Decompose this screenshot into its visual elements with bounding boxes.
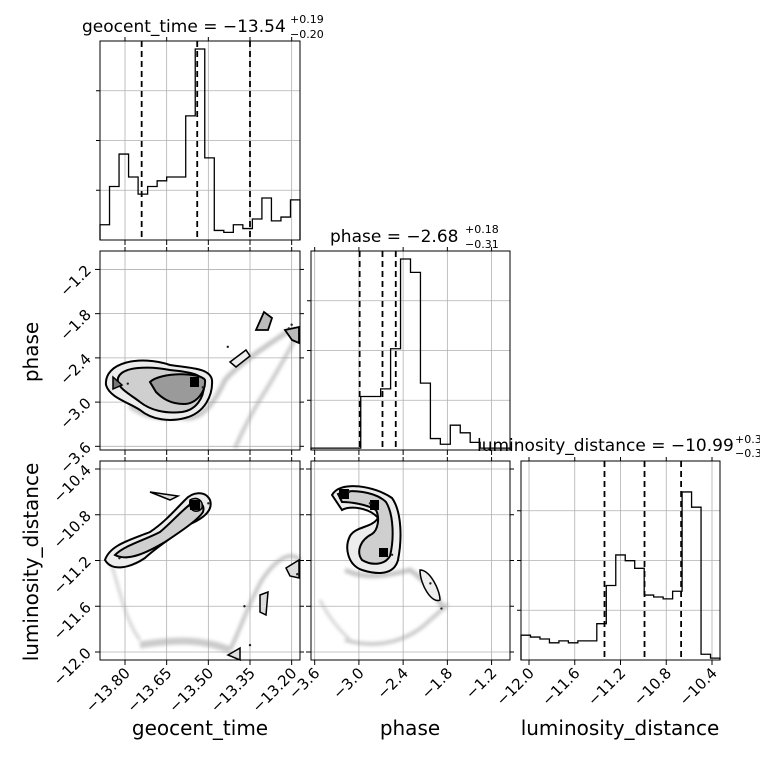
- xtick-label-luminosity-distance-0: −12.0: [493, 664, 538, 709]
- grid-lines: [100, 41, 720, 660]
- axis-labels: geocent_time phase luminosity_distance p…: [19, 322, 719, 740]
- xtick-label-geocent-time-0: −13.80: [82, 664, 134, 716]
- histogram-phase: [310, 258, 511, 450]
- density-peak-geocent-time-vs-phase-1: [126, 382, 129, 385]
- ylabel-luminosity-distance: luminosity_distance: [19, 463, 43, 662]
- density-peak-geocent-time-vs-phase-4: [226, 345, 229, 349]
- xtick-label-phase-2: −2.4: [373, 664, 411, 702]
- title-luminosity-distance-sup: +0.32: [735, 433, 760, 446]
- xlabel-geocent-time: geocent_time: [132, 716, 268, 740]
- quantile-lines: [140, 41, 683, 660]
- panel-titles: geocent_time = −13.54 +0.19 −0.20 phase …: [82, 13, 760, 460]
- xtick-label-luminosity-distance-2: −11.2: [584, 664, 629, 709]
- title-phase-sub: −0.31: [465, 238, 499, 251]
- density-peak-geocent-time-vs-luminosity-distance-0: [207, 502, 210, 505]
- density-peak-phase-vs-luminosity-distance-3: [429, 582, 432, 585]
- density-peak-phase-vs-luminosity-distance-0: [348, 490, 351, 494]
- ytick-label-phase-4: −1.2: [56, 262, 94, 300]
- xtick-label-luminosity-distance-3: −10.8: [630, 664, 675, 709]
- density-peak-geocent-time-vs-luminosity-distance-3: [243, 605, 246, 608]
- ytick-label-luminosity-distance-2: −11.2: [50, 553, 95, 598]
- ytick-label-luminosity-distance-1: −11.6: [50, 598, 95, 643]
- title-phase: phase = −2.68: [330, 227, 458, 247]
- density-peak-geocent-time-vs-phase-0: [201, 386, 204, 389]
- xtick-label-luminosity-distance-1: −11.6: [538, 664, 583, 709]
- density-peak-phase-vs-luminosity-distance-4: [440, 607, 443, 610]
- contours-phase-vs-luminosity-distance: [330, 485, 441, 602]
- density-peak-phase-vs-luminosity-distance-2: [390, 553, 394, 556]
- xtick-label-phase-1: −3.0: [329, 664, 367, 702]
- density-peak-geocent-time-vs-phase-2: [287, 327, 291, 330]
- ytick-label-luminosity-distance-0: −12.0: [50, 644, 95, 689]
- ytick-label-phase-3: −1.8: [56, 306, 94, 344]
- xlabel-phase: phase: [380, 716, 440, 740]
- xtick-label-luminosity-distance-4: −10.4: [676, 664, 721, 709]
- xtick-label-geocent-time-1: −13.65: [124, 664, 176, 716]
- density-peak-geocent-time-vs-phase-3: [290, 323, 293, 326]
- density-peak-geocent-time-vs-luminosity-distance-4: [296, 573, 299, 576]
- title-luminosity-distance-sub: −0.35: [735, 447, 760, 460]
- histogram-geocent-time: [99, 48, 301, 240]
- xtick-label-phase-3: −1.8: [418, 664, 456, 702]
- contours-geocent-time-vs-luminosity-distance: [103, 491, 300, 662]
- title-geocent-time-sup: +0.19: [290, 13, 324, 26]
- title-phase-sup: +0.18: [465, 223, 499, 236]
- density-peak-geocent-time-vs-luminosity-distance-2: [248, 643, 252, 647]
- ytick-label-phase-2: −2.4: [56, 350, 94, 388]
- contours-geocent-time-vs-phase: [104, 310, 300, 421]
- xlabel-luminosity-distance: luminosity_distance: [521, 716, 720, 740]
- samples-geocent-time-vs-luminosity-distance: [108, 554, 302, 654]
- density-peak-phase-vs-luminosity-distance-1: [368, 502, 372, 505]
- title-luminosity-distance: luminosity_distance = −10.99: [477, 436, 734, 456]
- tick-marks: [95, 37, 713, 665]
- xtick-label-geocent-time-3: −13.35: [207, 664, 259, 716]
- frame-panel-1-0: [99, 250, 301, 451]
- ytick-label-phase-1: −3.0: [56, 394, 94, 432]
- ytick-label-luminosity-distance-3: −10.8: [50, 507, 95, 552]
- ylabel-phase: phase: [19, 322, 43, 382]
- xtick-label-geocent-time-2: −13.50: [165, 664, 217, 716]
- histograms: [99, 48, 721, 660]
- title-geocent-time-sub: −0.20: [290, 28, 324, 41]
- density-peak-geocent-time-vs-luminosity-distance-1: [118, 557, 121, 560]
- histogram-luminosity-distance: [520, 491, 721, 660]
- title-geocent-time: geocent_time = −13.54: [82, 17, 286, 37]
- density-layer: [103, 310, 450, 662]
